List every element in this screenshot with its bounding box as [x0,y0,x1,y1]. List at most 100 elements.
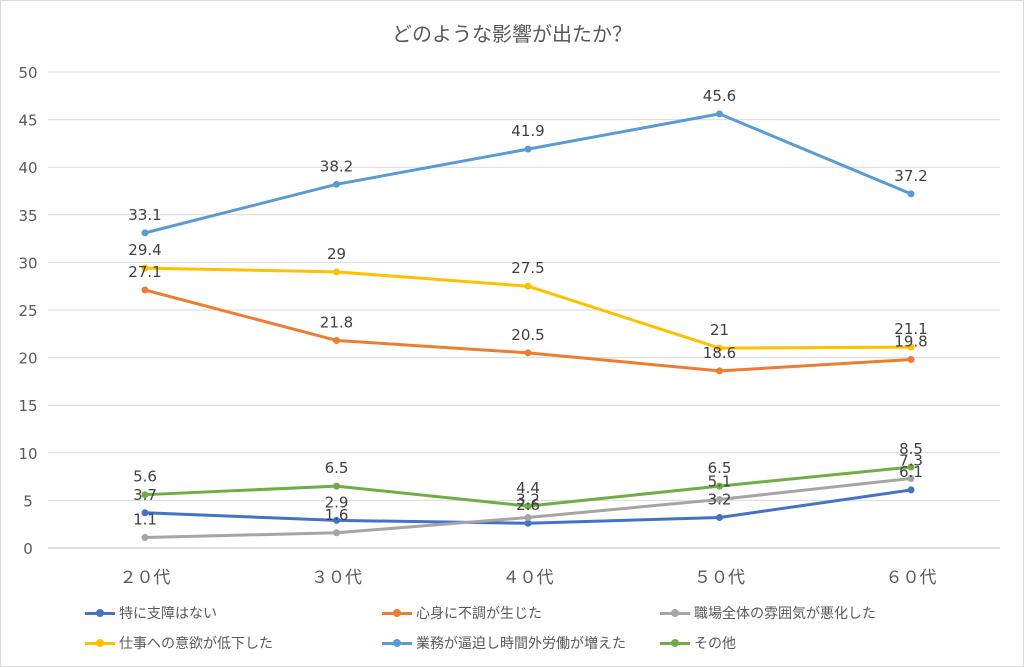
legend-swatch [85,637,115,649]
y-tick-label: 30 [18,254,37,272]
legend-swatch [660,607,690,619]
legend-swatch [382,607,412,619]
data-label: 33.1 [128,206,161,224]
data-label: 6.5 [325,459,349,477]
data-point [333,516,340,524]
data-label: 1.6 [325,506,349,524]
data-point [333,336,340,344]
x-tick-label: ５０代 [694,568,745,588]
data-point [141,509,149,517]
data-point [716,367,723,375]
data-point [524,502,532,510]
legend-swatch [660,637,690,649]
x-tick-label: ２０代 [120,568,171,588]
legend-label: 特に支障はない [119,606,217,622]
data-point [333,180,340,188]
data-label: 41.9 [511,122,544,140]
data-point [524,145,532,153]
x-tick-label: ６０代 [886,568,937,588]
legend-item: 特に支障はない [85,602,217,624]
data-label: 20.5 [511,326,544,344]
data-point [333,268,340,276]
data-point [716,110,723,118]
data-label: 27.1 [128,263,161,281]
data-point [141,264,149,272]
data-label: 18.6 [703,344,736,362]
data-label: 3.2 [516,491,540,509]
data-point [716,495,723,503]
data-label: 29 [327,245,346,263]
legend-swatch-marker [96,639,104,647]
data-label: 21.8 [320,313,353,331]
legend-label: 仕事への意欲が低下した [119,636,273,652]
data-point [333,482,340,490]
data-label: 5.6 [133,468,157,486]
data-label: 1.1 [133,511,157,529]
legend-label: 業務が逼迫し時間外労働が増えた [416,636,626,652]
legend-item: 業務が逼迫し時間外労働が増えた [382,632,626,654]
data-label: 21.1 [894,320,927,338]
data-label: 6.1 [899,463,923,481]
data-point [524,514,532,522]
data-label: 19.8 [894,333,927,351]
legend-item: 心身に不調が生じた [382,602,542,624]
data-point [907,356,915,364]
data-point [141,229,149,237]
y-tick-label: 0 [23,540,33,558]
legend-swatch [85,607,115,619]
legend-item: その他 [660,632,736,654]
data-point [907,475,915,483]
data-point [907,190,915,198]
data-point [716,514,723,522]
data-label: 45.6 [703,87,736,105]
data-label: 37.2 [894,167,927,185]
data-label: 2.6 [516,496,540,514]
legend-label: 心身に不調が生じた [416,606,542,622]
x-tick-label: ３０代 [311,568,362,588]
legend-item: 職場全体の雰囲気が悪化した [660,602,876,624]
y-tick-label: 15 [18,397,37,415]
data-point [141,534,149,542]
data-label: 8.5 [899,440,923,458]
data-label: 2.9 [325,493,349,511]
data-point [141,286,149,294]
data-label: 29.4 [128,241,161,259]
y-tick-label: 50 [18,64,37,82]
data-label: 38.2 [320,157,353,175]
y-tick-label: 45 [18,112,37,130]
data-point [524,519,532,527]
legend-swatch [382,637,412,649]
y-tick-label: 10 [18,445,37,463]
data-point [907,486,915,494]
data-label: 7.3 [899,452,923,470]
legend-swatch-marker [96,609,104,617]
y-tick-label: 35 [18,207,37,225]
y-tick-label: 40 [18,159,37,177]
data-label: 21 [710,321,729,339]
data-label: 3.2 [708,491,732,509]
legend-swatch-marker [393,639,401,647]
legend-swatch-marker [671,609,679,617]
data-point [716,344,723,352]
data-label: 6.5 [708,459,732,477]
y-tick-label: 25 [18,302,37,320]
legend-swatch-marker [393,609,401,617]
data-label: 4.4 [516,479,540,497]
legend-item: 仕事への意欲が低下した [85,632,273,654]
data-point [716,482,723,490]
data-label: 3.7 [133,486,157,504]
data-label: 27.5 [511,259,544,277]
x-tick-label: ４０代 [503,568,554,588]
legend-label: その他 [694,636,736,652]
data-label: 5.1 [708,472,732,490]
chart-legend: 特に支障はない 心身に不調が生じた 職場全体の雰囲気が悪化した仕事への意欲が低下した… [85,602,985,662]
data-point [524,349,532,357]
y-tick-label: 20 [18,350,37,368]
data-point [333,529,340,537]
chart-title: どのような影響が出たか？ [392,22,632,46]
legend-swatch-marker [671,639,679,647]
data-point [141,491,149,499]
legend-label: 職場全体の雰囲気が悪化した [694,606,876,622]
y-tick-label: 5 [23,492,33,510]
